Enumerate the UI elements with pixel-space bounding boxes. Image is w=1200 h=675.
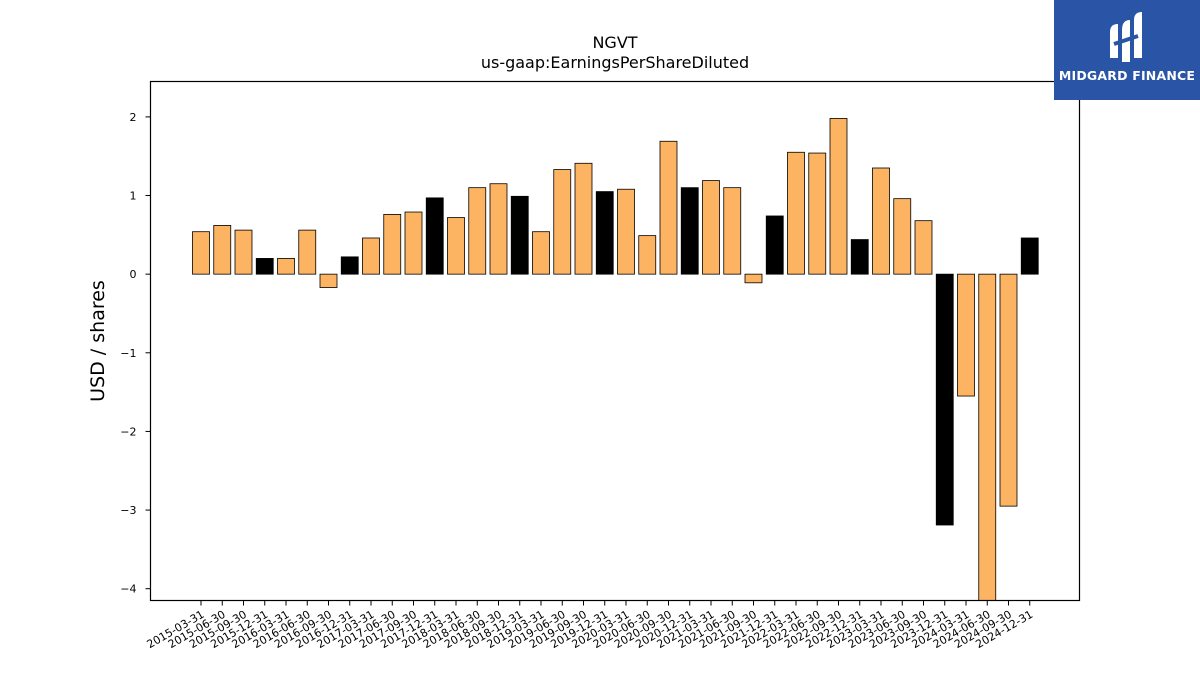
bar-2018-06-30	[468, 187, 487, 275]
y-axis-ticks: 2 1 0 −1 −2 −3 −4	[120, 111, 151, 596]
bar-2019-06-30	[553, 169, 572, 275]
bar-2022-03-31	[787, 151, 805, 275]
bar-2015-09-30	[234, 229, 253, 275]
bar-2019-12-31	[595, 191, 614, 275]
bar-2018-09-30	[489, 183, 508, 275]
bar-2020-03-31	[617, 188, 635, 275]
bar-2020-09-30	[659, 140, 678, 275]
bar-2023-06-30	[893, 198, 912, 275]
bar-2015-12-31	[255, 258, 274, 275]
bar-2019-09-30	[574, 162, 593, 275]
logo: MIDGARD FINANCE	[1054, 0, 1200, 100]
bar-2017-12-31	[425, 197, 444, 275]
bars	[192, 118, 1039, 601]
bar-2022-09-30	[829, 118, 848, 275]
plot-frame	[149, 80, 1081, 602]
bar-2021-09-30	[744, 273, 763, 284]
chart-subtitle: us-gaap:EarningsPerShareDiluted	[481, 53, 749, 72]
y-tick-label: −3	[120, 504, 136, 517]
bar-2021-06-30	[723, 187, 742, 275]
bar-2023-12-31	[935, 273, 954, 526]
chart-title: NGVT	[592, 33, 637, 52]
bar-2017-09-30	[404, 211, 423, 275]
y-tick-label: 1	[130, 190, 137, 203]
bar-2018-12-31	[510, 195, 529, 275]
y-axis-label: USD / shares	[87, 280, 109, 402]
bar-2016-03-31	[277, 258, 295, 275]
bar-2015-03-31	[192, 231, 210, 275]
bar-2024-09-30	[999, 273, 1018, 507]
bar-2021-12-31	[765, 215, 784, 275]
bar-2023-09-30	[914, 220, 933, 275]
bar-2017-06-30	[383, 213, 402, 275]
bar-2016-09-30	[319, 273, 338, 288]
logo-mark-icon	[1110, 12, 1142, 62]
y-tick-label: −1	[120, 347, 136, 360]
y-tick-label: 0	[130, 268, 137, 281]
bar-2024-12-31	[1020, 237, 1039, 275]
bar-2023-03-31	[872, 167, 890, 275]
y-tick-label: 2	[130, 111, 137, 124]
bar-2024-03-31	[957, 273, 975, 397]
y-tick-label: −4	[120, 583, 136, 596]
y-tick-label: −2	[120, 425, 136, 438]
logo-text: MIDGARD FINANCE	[1058, 68, 1196, 83]
bar-2017-03-31	[362, 237, 380, 275]
bar-2015-06-30	[213, 225, 232, 275]
bar-2022-12-31	[850, 239, 869, 275]
bar-2020-06-30	[638, 235, 657, 275]
bar-2024-06-30	[978, 273, 997, 601]
bar-2018-03-31	[447, 217, 465, 275]
bar-2021-03-31	[702, 180, 720, 275]
bar-2016-12-31	[340, 256, 359, 275]
bar-2022-06-30	[808, 152, 827, 275]
bar-2016-06-30	[298, 229, 317, 275]
bar-2019-03-31	[532, 231, 550, 275]
x-axis-ticks: 2015-03-312015-06-302015-09-302015-12-31…	[145, 600, 1035, 651]
bar-2020-12-31	[680, 187, 699, 275]
